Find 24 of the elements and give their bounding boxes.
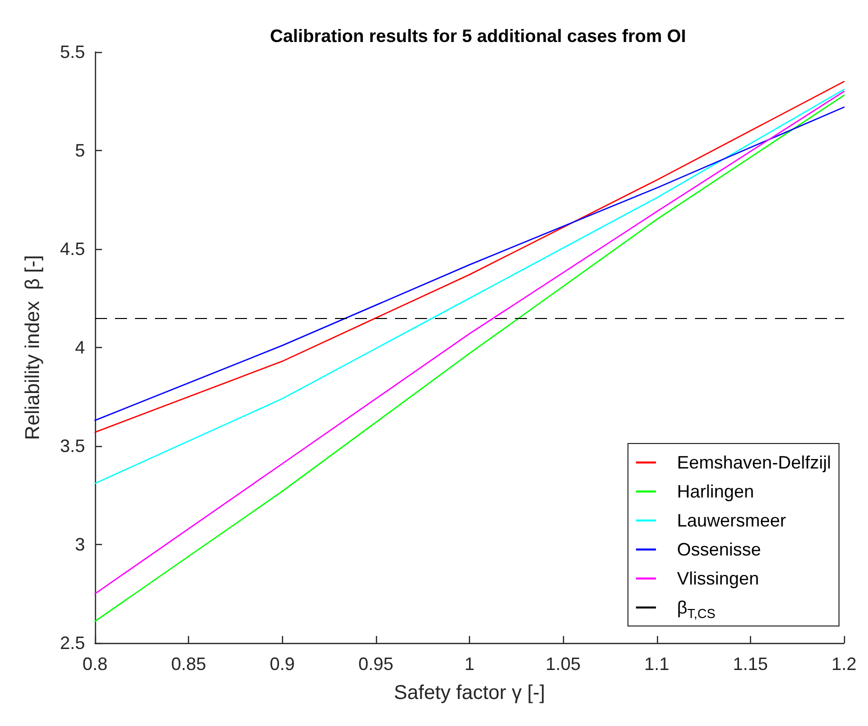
x-tick-label: 0.8 xyxy=(82,654,108,674)
y-tick-label: 2.5 xyxy=(60,633,85,653)
y-axis-title: Reliability index β [-] xyxy=(22,255,44,440)
y-tick-label: 4.5 xyxy=(60,239,85,259)
x-tick-label: 1.2 xyxy=(831,654,857,674)
y-tick-label: 4 xyxy=(74,338,85,358)
y-tick-label: 5.5 xyxy=(60,42,85,62)
x-tick-label: 0.85 xyxy=(171,654,206,674)
chart-title: Calibration results for 5 additional cases from OI xyxy=(270,26,686,46)
legend-label: Eemshaven-Delfzijl xyxy=(676,452,832,472)
legend-label: Harlingen xyxy=(676,482,754,502)
y-tick-label: 5 xyxy=(74,140,85,160)
legend-label: Ossenisse xyxy=(676,540,761,560)
legend-label: Vlissingen xyxy=(676,568,759,588)
x-tick-label: 1 xyxy=(464,654,475,674)
y-tick-label: 3.5 xyxy=(60,436,85,456)
x-tick-label: 0.9 xyxy=(270,654,295,674)
x-tick-label: 0.95 xyxy=(358,654,394,674)
x-tick-label: 1.15 xyxy=(732,654,768,674)
x-tick-label: 1.05 xyxy=(546,654,581,674)
y-tick-label: 3 xyxy=(74,534,85,554)
legend-label: Lauwersmeer xyxy=(676,510,786,530)
x-tick-label: 1.1 xyxy=(644,654,670,674)
x-axis-title: Safety factor γ [-] xyxy=(394,682,546,704)
